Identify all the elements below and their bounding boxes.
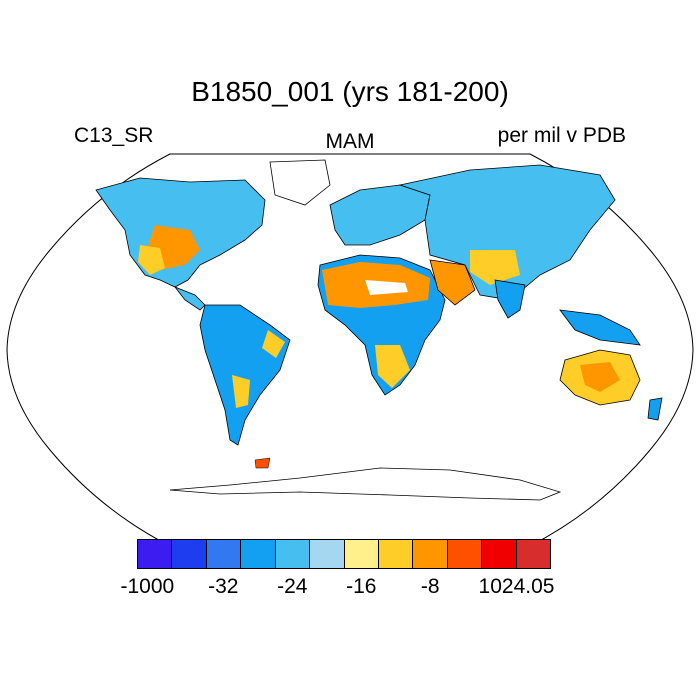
colorbar-box bbox=[482, 540, 517, 568]
colorbar-box bbox=[310, 540, 345, 568]
colorbar-box bbox=[378, 540, 414, 568]
figure-title: B1850_001 (yrs 181-200) bbox=[191, 76, 509, 107]
antarctic-peninsula-region bbox=[254, 457, 271, 469]
southern-africa-region bbox=[375, 345, 410, 388]
colorbar-box bbox=[413, 540, 448, 568]
colorbar-box bbox=[275, 540, 311, 568]
colorbar-tick-label: -1000 bbox=[120, 575, 175, 598]
central-america-land bbox=[173, 286, 206, 311]
india-land bbox=[494, 279, 526, 319]
south-america-east-region bbox=[262, 330, 285, 358]
central-asia-dry-region bbox=[470, 250, 520, 285]
season-label: MAM bbox=[325, 130, 375, 153]
arabia-land bbox=[429, 259, 476, 306]
asia-land bbox=[398, 164, 616, 301]
colorbar-box bbox=[516, 540, 551, 568]
colorbar-tick-label: -8 bbox=[420, 575, 440, 598]
colorbar bbox=[137, 539, 551, 569]
colorbar-tick-label: 1024.05 bbox=[478, 575, 555, 598]
southeast-asia-land bbox=[559, 309, 641, 346]
colorbar-tick-label: -24 bbox=[277, 575, 308, 598]
europe-land bbox=[329, 184, 431, 246]
greenland-land bbox=[269, 159, 331, 206]
variable-label: C13_SR bbox=[74, 124, 154, 147]
colorbar-tick-label: -16 bbox=[346, 575, 377, 598]
north-america-warm-region bbox=[138, 245, 165, 275]
colorbar-box bbox=[138, 540, 173, 568]
colorbar-box bbox=[241, 540, 276, 568]
new-zealand-land bbox=[647, 397, 663, 421]
south-america-dry-region bbox=[232, 375, 250, 408]
colorbar-box bbox=[447, 540, 483, 568]
antarctica-land bbox=[169, 467, 562, 501]
colorbar-box bbox=[344, 540, 379, 568]
australia-interior-region bbox=[580, 362, 620, 392]
colorbar-box bbox=[172, 540, 207, 568]
colorbar-box bbox=[206, 540, 242, 568]
colorbar-tick-label: -32 bbox=[208, 575, 239, 598]
units-label: per mil v PDB bbox=[497, 124, 626, 147]
sahara-core-region bbox=[365, 280, 408, 295]
